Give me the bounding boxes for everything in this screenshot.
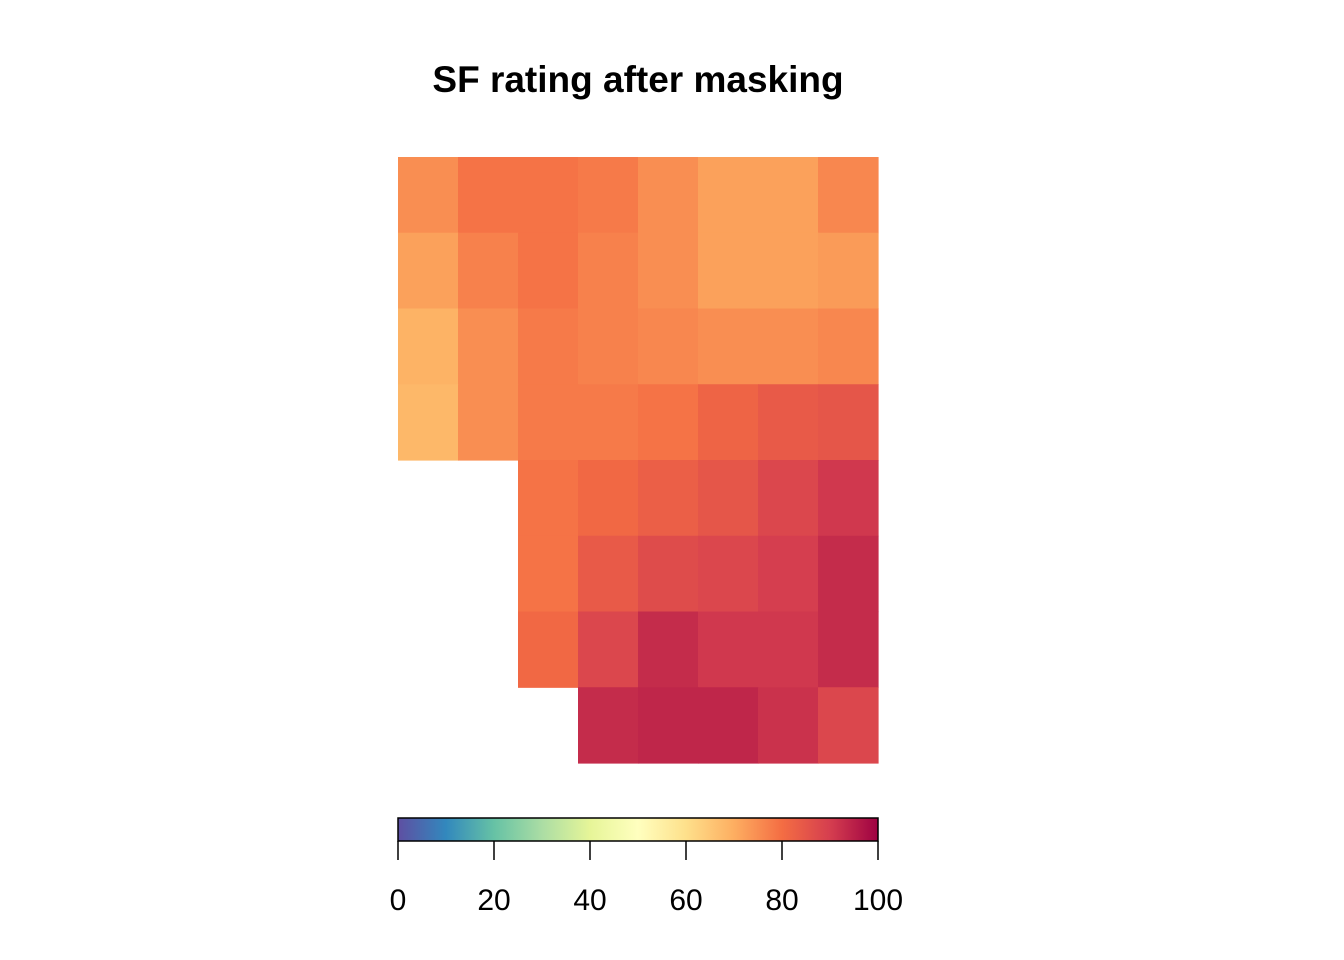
heatmap-cell bbox=[818, 611, 879, 688]
heatmap-cell bbox=[638, 535, 699, 613]
heatmap-cell bbox=[698, 535, 759, 613]
heatmap-cell bbox=[698, 687, 759, 764]
heatmap-cell bbox=[398, 232, 459, 310]
heatmap-cell bbox=[518, 460, 579, 537]
heatmap-cell bbox=[758, 308, 819, 385]
heatmap-cell bbox=[638, 611, 699, 688]
colorbar-tick-label: 60 bbox=[669, 884, 702, 917]
heatmap-cell bbox=[578, 384, 639, 461]
heatmap-cell bbox=[578, 611, 639, 688]
heatmap-cell bbox=[758, 535, 819, 613]
heatmap-cell bbox=[758, 460, 819, 537]
heatmap-cell bbox=[818, 687, 879, 764]
heatmap-cell bbox=[398, 308, 459, 385]
colorbar-tick-label: 40 bbox=[573, 884, 606, 917]
colorbar-tick-label: 100 bbox=[853, 884, 903, 917]
colorbar-tick-label: 0 bbox=[390, 884, 407, 917]
heatmap-cell bbox=[758, 611, 819, 688]
heatmap-cell bbox=[758, 157, 819, 234]
heatmap-cell bbox=[638, 232, 699, 310]
heatmap-cell bbox=[818, 308, 879, 385]
heatmap-cell bbox=[518, 384, 579, 461]
heatmap-cell bbox=[398, 157, 459, 234]
heatmap-cell bbox=[758, 232, 819, 310]
heatmap-cell bbox=[578, 308, 639, 385]
heatmap-cell bbox=[638, 157, 699, 234]
heatmap-cell bbox=[638, 687, 699, 764]
heatmap-cell bbox=[818, 460, 879, 537]
heatmap-cell bbox=[818, 232, 879, 310]
heatmap-cell bbox=[578, 232, 639, 310]
heatmap-cell bbox=[578, 460, 639, 537]
heatmap-cell bbox=[458, 384, 519, 461]
heatmap-cell bbox=[758, 384, 819, 461]
heatmap-cell bbox=[818, 157, 879, 234]
heatmap-cell bbox=[698, 384, 759, 461]
heatmap-cell bbox=[638, 384, 699, 461]
heatmap-cell bbox=[638, 460, 699, 537]
heatmap-cell bbox=[578, 535, 639, 613]
chart-title: SF rating after masking bbox=[432, 59, 843, 100]
heatmap bbox=[398, 157, 879, 764]
colorbar-ticks: 0 20 40 60 80 100 bbox=[390, 841, 903, 917]
heatmap-cell bbox=[698, 157, 759, 234]
heatmap-cell bbox=[578, 687, 639, 764]
heatmap-cell bbox=[518, 308, 579, 385]
heatmap-cell bbox=[758, 687, 819, 764]
heatmap-cell bbox=[698, 308, 759, 385]
colorbar-gradient bbox=[397, 817, 879, 842]
heatmap-cell bbox=[518, 157, 579, 234]
colorbar-tick-label: 80 bbox=[765, 884, 798, 917]
heatmap-cell bbox=[818, 384, 879, 461]
heatmap-cell bbox=[698, 611, 759, 688]
heatmap-cell bbox=[518, 232, 579, 310]
heatmap-cell bbox=[458, 157, 519, 234]
heatmap-cell bbox=[398, 384, 459, 461]
heatmap-cell bbox=[518, 611, 579, 688]
heatmap-cell bbox=[818, 535, 879, 613]
heatmap-cell bbox=[698, 460, 759, 537]
colorbar-tick-label: 20 bbox=[477, 884, 510, 917]
heatmap-cell bbox=[458, 232, 519, 310]
heatmap-cell bbox=[458, 308, 519, 385]
colorbar: 0 20 40 60 80 100 bbox=[390, 817, 903, 917]
heatmap-cell bbox=[638, 308, 699, 385]
heatmap-cell bbox=[518, 535, 579, 613]
heatmap-cell bbox=[578, 157, 639, 234]
heatmap-cell bbox=[698, 232, 759, 310]
